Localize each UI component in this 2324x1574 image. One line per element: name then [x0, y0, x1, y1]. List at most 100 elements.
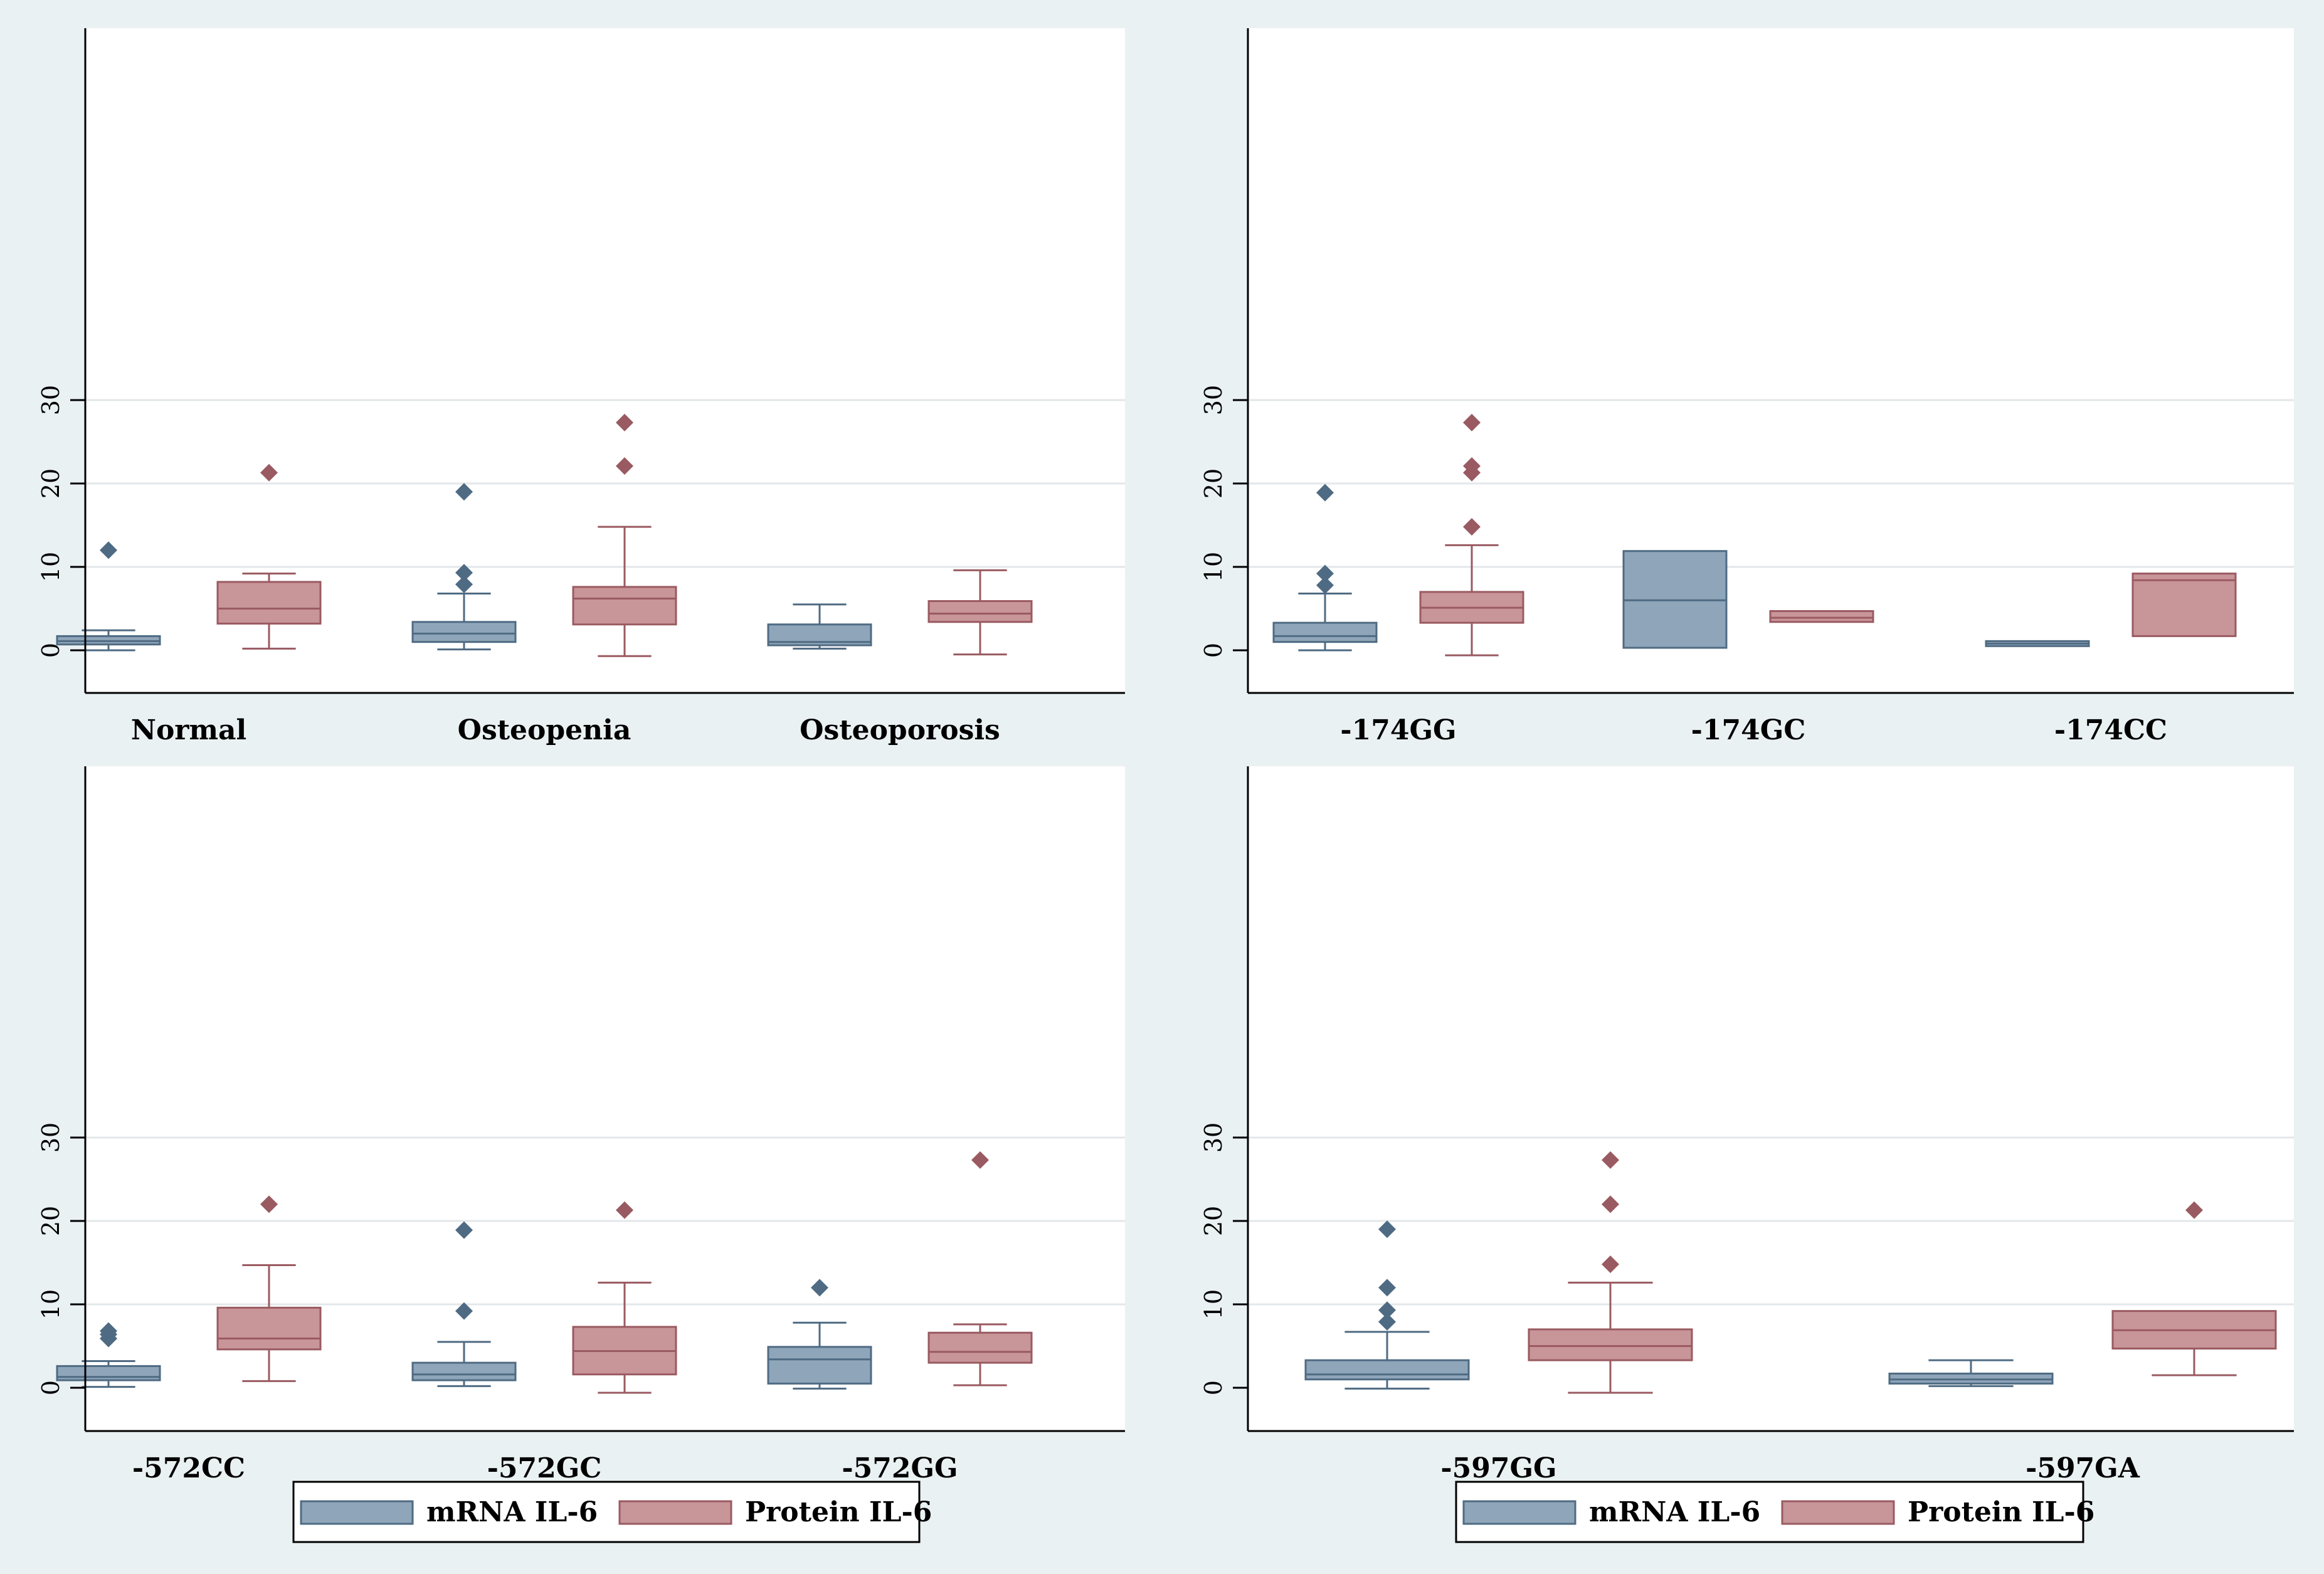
box-protein-2-iqr [927, 1331, 1033, 1364]
box-protein-2 [2131, 573, 2237, 637]
box-mrna-1-iqr [411, 1361, 517, 1381]
box-protein-0-iqr [216, 1306, 322, 1351]
panel-597-genotype: 0 10 20 30 -597GG -597GA mRNA IL-6 Protein I… [1200, 766, 2294, 1543]
y-tick-label-0: 0 [1200, 643, 1227, 658]
box-mrna-0-outlier-1 [1316, 564, 1334, 583]
panel-background [1248, 28, 2294, 693]
box-protein-1-outlier-0 [616, 1201, 633, 1219]
legend-label-protein: Protein IL-6 [1908, 1496, 2094, 1528]
box-mrna-0-outlier-2 [1316, 483, 1334, 502]
box-protein-0 [216, 463, 322, 650]
box-mrna-1-outlier-1 [455, 564, 473, 582]
box-protein-1 [1769, 610, 1874, 623]
box-protein-1 [572, 413, 677, 657]
box-protein-1-outlier-1 [616, 413, 633, 431]
box-mrna-2-iqr [767, 1346, 872, 1385]
box-mrna-2 [1985, 640, 2090, 647]
category-label-1: -597GA [2026, 1452, 2140, 1484]
box-protein-0-outlier-1 [1602, 1195, 1619, 1213]
box-protein-0 [1528, 1151, 1693, 1394]
box-mrna-2 [767, 1279, 872, 1390]
y-tick-label-0: 0 [37, 1380, 65, 1395]
box-mrna-0-iqr [1304, 1359, 1470, 1381]
box-protein-0-outlier-0 [1463, 518, 1481, 536]
box-mrna-0 [56, 1322, 161, 1388]
legend-swatch-mrna [1462, 1500, 1577, 1525]
y-tick-label-30: 30 [37, 1122, 65, 1153]
box-mrna-0-outlier-2 [100, 1322, 117, 1340]
box-mrna-1-outlier-0 [455, 1302, 473, 1320]
box-protein-0-outlier-2 [1602, 1151, 1619, 1169]
box-mrna-0-outlier-0 [1378, 1313, 1396, 1331]
y-tick-label-30: 30 [37, 385, 65, 415]
legend: mRNA IL-6 Protein IL-6 [292, 1481, 932, 1543]
category-label-2: Osteoporosis [800, 714, 1000, 746]
box-mrna-0-outlier-1 [1378, 1301, 1396, 1319]
y-tick-label-10: 10 [37, 552, 65, 582]
box-mrna-1 [411, 1221, 517, 1387]
y-tick-label-10: 10 [1200, 1289, 1227, 1319]
box-protein-0 [216, 1195, 322, 1382]
box-protein-1 [572, 1201, 677, 1394]
box-mrna-0-outlier-3 [1378, 1220, 1396, 1239]
box-protein-0-iqr [1528, 1328, 1693, 1361]
box-protein-1-outlier-0 [616, 457, 633, 475]
box-protein-0 [1419, 413, 1524, 657]
box-protein-0-outlier-0 [260, 463, 278, 482]
category-label-0: -597GG [1440, 1452, 1556, 1484]
box-mrna-1 [411, 483, 517, 651]
box-mrna-0 [1304, 1220, 1470, 1390]
box-protein-1 [2111, 1201, 2277, 1376]
legend-swatch-protein [1781, 1500, 1895, 1525]
box-protein-2-iqr [927, 600, 1033, 623]
y-tick-label-30: 30 [1200, 1122, 1227, 1153]
category-label-0: Normal [131, 714, 247, 746]
box-mrna-2 [767, 603, 872, 650]
legend: mRNA IL-6 Protein IL-6 [1455, 1481, 2094, 1543]
box-mrna-1 [1622, 550, 1728, 649]
box-mrna-0-outlier-0 [1316, 576, 1334, 594]
y-tick-label-20: 20 [37, 468, 65, 499]
box-protein-0-outlier-3 [1463, 413, 1481, 431]
box-mrna-0 [56, 541, 161, 652]
category-label-2: -572GG [842, 1452, 958, 1484]
legend-label-mrna: mRNA IL-6 [426, 1496, 598, 1528]
box-protein-0-outlier-0 [1602, 1255, 1619, 1274]
legend-swatch-mrna [300, 1500, 414, 1525]
box-mrna-1-outlier-1 [455, 1221, 473, 1239]
box-protein-0-iqr [216, 581, 322, 625]
box-mrna-1-outlier-2 [455, 483, 473, 501]
category-label-0: -572CC [132, 1452, 245, 1484]
panel-572-genotype: 0 10 20 30 -572CC -572GC -572GG mRNA IL-6 Pro… [37, 766, 1125, 1543]
y-tick-label-30: 30 [1200, 385, 1227, 415]
box-protein-0-outlier-2 [1463, 457, 1481, 475]
box-mrna-0-iqr [56, 1365, 161, 1381]
y-tick-label-20: 20 [1200, 468, 1227, 499]
box-mrna-0-iqr [1272, 621, 1378, 643]
box-mrna-0-outlier-0 [100, 541, 117, 559]
box-protein-1-iqr [572, 586, 677, 626]
box-mrna-1-iqr [411, 621, 517, 643]
panel-diagnosis: 0 10 20 30 Normal Osteopenia Osteoporosis [37, 28, 1125, 746]
category-label-0: -174GG [1340, 714, 1456, 746]
category-label-1: Osteopenia [458, 714, 631, 746]
y-tick-label-0: 0 [37, 643, 65, 658]
box-mrna-2-outlier-0 [811, 1279, 828, 1297]
box-mrna-0-outlier-2 [1378, 1279, 1396, 1297]
y-tick-label-20: 20 [1200, 1206, 1227, 1236]
box-protein-2-iqr [2131, 573, 2237, 637]
legend-label-mrna: mRNA IL-6 [1589, 1496, 1760, 1528]
y-tick-label-0: 0 [1200, 1380, 1227, 1395]
box-protein-2 [927, 1151, 1033, 1386]
box-protein-0-outlier-0 [260, 1195, 278, 1213]
y-tick-label-20: 20 [37, 1206, 65, 1236]
category-label-2: -174CC [2054, 714, 2167, 746]
box-mrna-1-outlier-0 [455, 575, 473, 593]
legend-swatch-protein [618, 1500, 732, 1525]
category-label-1: -174GC [1691, 714, 1806, 746]
panel-174-genotype: 0 10 20 30 -174GG -174GC -174CC [1200, 28, 2294, 746]
box-protein-1-outlier-0 [2185, 1201, 2203, 1219]
box-protein-2 [927, 569, 1033, 656]
category-label-1: -572GC [487, 1452, 602, 1484]
